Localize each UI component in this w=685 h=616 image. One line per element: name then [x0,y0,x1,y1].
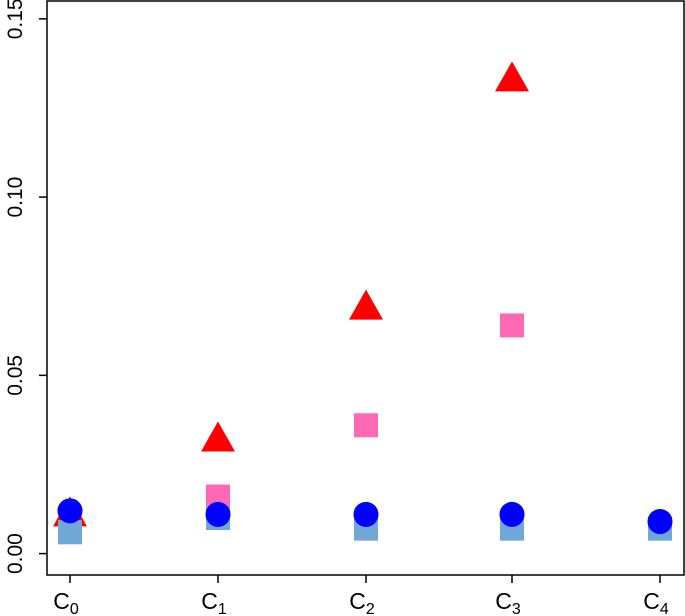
triangle-point [495,61,529,92]
circle-point [353,501,379,527]
y-tick-label: 0.00 [4,533,27,574]
circle-point [57,498,83,524]
x-axis: C0 C1 C2 C3 C4 [53,575,669,616]
triangle-point [349,289,383,320]
square-point [58,520,82,545]
square-point [500,313,524,338]
series-1-square-markers [58,313,524,545]
circle-point [499,501,525,527]
circle-point [647,509,673,535]
plot-frame [46,0,685,576]
x-tick-label: C0 [53,588,79,616]
data-marks [53,61,673,545]
y-tick-label: 0.05 [4,355,27,396]
y-tick-label: 0.10 [4,177,27,218]
y-tick-label: 0.15 [4,0,27,39]
x-tick-label: C1 [201,588,227,616]
triangle-point [201,421,235,452]
x-tick-label: C2 [349,588,375,616]
square-point [354,413,378,438]
series-0-triangle-markers [53,61,529,527]
x-tick-label: C4 [643,588,669,616]
y-axis: 0.00 0.05 0.10 0.15 [4,0,47,574]
series-3-circle-markers [57,498,673,535]
x-tick-label: C3 [495,588,521,616]
circle-point [205,501,231,527]
